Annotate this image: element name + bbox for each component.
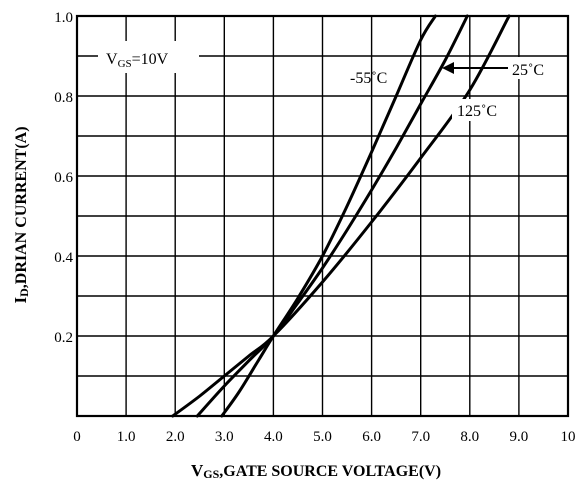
x-tick-label: 2.0 (166, 429, 185, 445)
arrow-icon (442, 62, 508, 74)
series-label-25-bg (508, 57, 552, 79)
series-label-125-bg (452, 99, 506, 121)
y-tick-label: 0.4 (54, 250, 73, 266)
x-tick-label: 1.0 (117, 429, 136, 445)
x-tick-label: 9.0 (510, 429, 529, 445)
plot-frame (75, 14, 570, 418)
grid (75, 14, 570, 418)
x-tick-label: 4.0 (264, 429, 283, 445)
series-label-minus55: -55˚C (350, 70, 387, 87)
y-tick-label: 0.2 (54, 330, 73, 346)
x-tick-label: 0 (73, 429, 81, 445)
x-tick-label: 10 (561, 429, 576, 445)
series-line-1 (195, 14, 469, 418)
x-tick-label: 6.0 (362, 429, 381, 445)
annotation-box (98, 41, 199, 73)
x-tick-label: 3.0 (215, 429, 234, 445)
series-line-0 (220, 14, 437, 418)
series-label-125: 125˚C (457, 103, 497, 120)
x-tick-label: 8.0 (460, 429, 479, 445)
y-tick-label: 0.6 (54, 170, 73, 186)
annotation-vgs: VGS=10V (106, 51, 169, 70)
series-label-25: 25˚C (512, 62, 544, 79)
x-tick-label: 5.0 (313, 429, 332, 445)
y-axis-title: ID,DRIAN CURRENT(A) (11, 126, 31, 303)
x-axis-title: VGS,GATE SOURCE VOLTAGE(V) (191, 461, 441, 481)
x-tick-label: 7.0 (411, 429, 430, 445)
tick-labels: 0 1.0 2.0 3.0 4.0 5.0 6.0 7.0 8.0 9.0 10 0.2 0.4 0.6 0… (54, 10, 575, 445)
y-tick-label: 1.0 (54, 10, 73, 26)
y-tick-label: 0.8 (54, 90, 73, 106)
